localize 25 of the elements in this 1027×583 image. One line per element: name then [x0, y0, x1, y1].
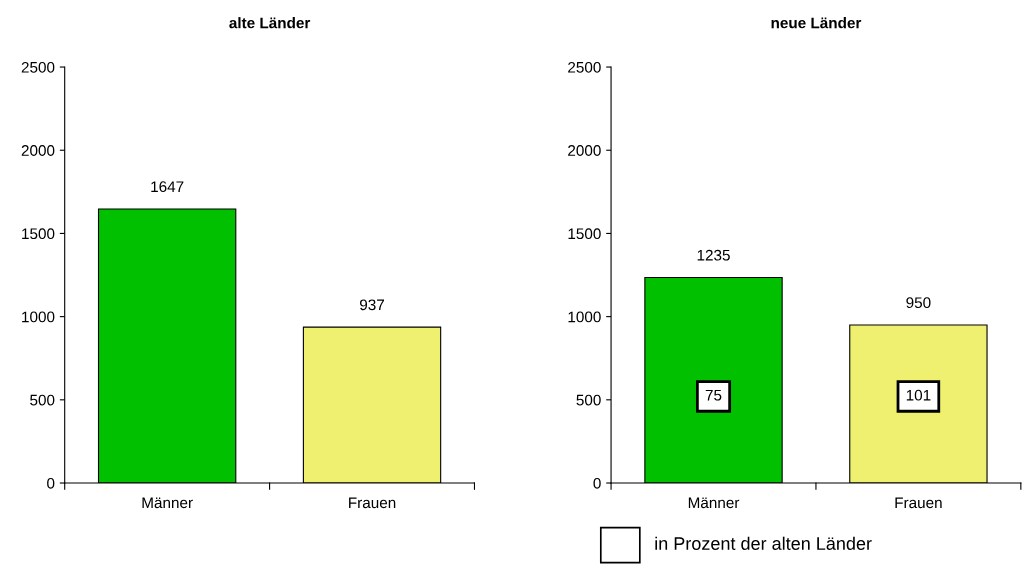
annotation: 75: [705, 389, 722, 401]
text: in Prozent der alten Länder: [655, 536, 872, 550]
y-tick-label: 1500: [568, 228, 601, 240]
x-tick-label: Männer: [688, 497, 740, 509]
y-tick-label: 2500: [21, 61, 55, 73]
y-tick-label: 0: [593, 477, 601, 489]
y-tick-label: 0: [47, 477, 55, 489]
y-tick-label: 1500: [22, 228, 55, 240]
chart-title: neue Länder: [771, 17, 862, 29]
data-label: 1647: [151, 181, 184, 193]
data-label: 950: [906, 297, 931, 309]
x-tick-label: Frauen: [895, 497, 942, 509]
chart-title: alte Länder: [229, 17, 311, 29]
y-tick-label: 500: [576, 394, 601, 406]
data-label: 1235: [697, 249, 730, 261]
y-tick-label: 2000: [21, 145, 55, 156]
data-label: 937: [360, 299, 385, 311]
y-tick-label: 500: [30, 394, 55, 406]
x-tick-label: Frauen: [349, 497, 396, 509]
y-tick-label: 1000: [568, 311, 601, 323]
y-tick-label: 1000: [22, 311, 55, 323]
annotation: 101: [906, 389, 931, 401]
y-tick-label: 2000: [568, 145, 601, 156]
x-tick-label: Männer: [142, 497, 193, 509]
y-tick-label: 2500: [568, 61, 601, 73]
